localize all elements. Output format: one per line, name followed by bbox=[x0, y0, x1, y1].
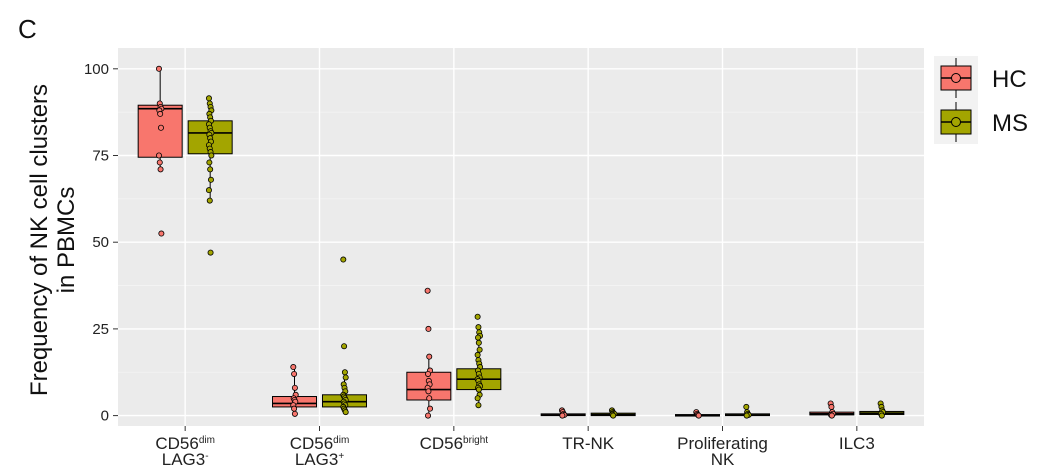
panel-label: C bbox=[18, 14, 37, 44]
point-hc bbox=[155, 152, 162, 159]
x-category-label: TR-NK bbox=[562, 434, 615, 453]
point-ms bbox=[205, 95, 212, 102]
x-category-label-line-1: CD56bright bbox=[420, 434, 489, 453]
point-ms bbox=[341, 369, 348, 376]
x-category-label-line-1: Proliferating bbox=[677, 434, 768, 453]
point-hc bbox=[156, 159, 163, 166]
y-axis-title-line-2: in PBMCs bbox=[53, 187, 80, 294]
x-category-label: ILC3 bbox=[839, 434, 875, 453]
point-ms bbox=[474, 395, 481, 402]
point-ms bbox=[474, 351, 481, 358]
point-ms bbox=[475, 339, 482, 346]
point-ms bbox=[342, 374, 349, 381]
y-tick-label: 0 bbox=[101, 408, 109, 425]
point-ms bbox=[208, 152, 215, 159]
point-hc bbox=[426, 395, 433, 402]
x-category-label-line-1: TR-NK bbox=[562, 434, 615, 453]
point-ms bbox=[206, 197, 213, 204]
point-hc bbox=[157, 124, 164, 131]
legend-key-ms bbox=[934, 100, 978, 144]
point-hc bbox=[157, 110, 164, 117]
point-hc bbox=[157, 166, 164, 173]
point-hc bbox=[425, 325, 432, 332]
point-ms bbox=[475, 402, 482, 409]
legend-label-hc: HC bbox=[992, 66, 1027, 93]
point-hc bbox=[427, 405, 434, 412]
point-ms bbox=[475, 324, 482, 331]
point-ms bbox=[340, 256, 347, 263]
point-ms bbox=[206, 159, 213, 166]
point-hc bbox=[828, 403, 835, 410]
point-ms bbox=[610, 412, 617, 419]
point-hc bbox=[424, 287, 431, 294]
point-hc bbox=[291, 410, 298, 417]
x-category-label-line-2: NK bbox=[711, 450, 735, 469]
point-ms bbox=[342, 409, 349, 416]
plot-panel bbox=[118, 48, 924, 426]
point-ms bbox=[878, 412, 885, 419]
x-category-label-line-2: LAG3- bbox=[162, 450, 209, 469]
point-hc bbox=[291, 384, 298, 391]
point-hc bbox=[695, 412, 702, 419]
legend: HC MS bbox=[934, 56, 1028, 144]
point-ms bbox=[743, 412, 750, 419]
y-axis: 0 25 50 75 100 bbox=[84, 61, 118, 425]
x-category-label-line-2: LAG3+ bbox=[295, 450, 344, 469]
point-hc bbox=[425, 370, 432, 377]
y-tick-label: 25 bbox=[92, 321, 109, 338]
data-points bbox=[155, 65, 887, 419]
point-hc bbox=[291, 370, 298, 377]
point-hc bbox=[426, 353, 433, 360]
point-hc bbox=[559, 412, 566, 419]
point-ms bbox=[476, 346, 483, 353]
point-ms bbox=[205, 187, 212, 194]
point-ms bbox=[474, 313, 481, 320]
legend-key-point bbox=[951, 117, 961, 127]
legend-key-point bbox=[951, 73, 961, 83]
point-hc bbox=[291, 405, 298, 412]
point-ms bbox=[207, 166, 214, 173]
y-axis-title: Frequency of NK cell clusters in PBMCs bbox=[26, 84, 80, 396]
point-hc bbox=[290, 364, 297, 371]
gridlines bbox=[118, 48, 924, 426]
point-hc bbox=[828, 412, 835, 419]
point-hc bbox=[425, 388, 432, 395]
point-ms bbox=[475, 334, 482, 341]
y-tick-label: 50 bbox=[92, 234, 109, 251]
point-hc bbox=[155, 65, 162, 72]
x-category-label-line-1: ILC3 bbox=[839, 434, 875, 453]
y-tick-label: 100 bbox=[84, 61, 109, 78]
y-tick-label: 75 bbox=[92, 148, 109, 165]
point-hc bbox=[158, 230, 165, 237]
point-ms bbox=[341, 343, 348, 350]
legend-key-hc bbox=[934, 56, 978, 100]
point-ms bbox=[475, 386, 482, 393]
point-hc bbox=[425, 412, 432, 419]
legend-label-ms: MS bbox=[992, 110, 1028, 137]
x-category-label: CD56bright bbox=[420, 434, 489, 453]
point-ms bbox=[743, 403, 750, 410]
y-axis-title-line-1: Frequency of NK cell clusters bbox=[26, 84, 53, 396]
point-ms bbox=[207, 249, 214, 256]
point-ms bbox=[207, 176, 214, 183]
